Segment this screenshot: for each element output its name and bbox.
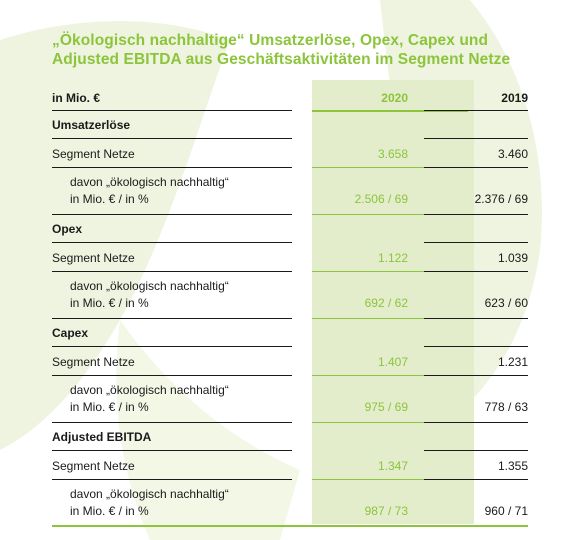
value-2019: 3.460 — [497, 147, 528, 161]
section-heading: Umsatzerlöse — [52, 118, 131, 132]
table-bottom-rule — [52, 525, 528, 527]
row-label-line-2: in Mio. € / in % — [70, 400, 149, 414]
section-heading: Opex — [52, 222, 83, 236]
value-2020: 1.122 — [377, 251, 408, 265]
value-2019: 1.355 — [497, 459, 528, 473]
value-2020: 1.347 — [377, 459, 408, 473]
value-2020: 987 / 73 — [364, 504, 408, 518]
row-label-line-1: davon „ökologisch nachhaltig“ — [70, 279, 229, 293]
value-2019: 623 / 60 — [484, 296, 528, 310]
header-2019: 2019 — [501, 91, 528, 105]
row-label: Segment Netze — [52, 251, 135, 265]
row-label-line-1: davon „ökologisch nachhaltig“ — [70, 383, 229, 397]
row-label-line-2: in Mio. € / in % — [70, 504, 149, 518]
title-line-2: Adjusted EBITDA aus Geschäftsaktivitäten… — [52, 51, 511, 68]
row-label-line-2: in Mio. € / in % — [70, 296, 149, 310]
value-2019: 2.376 / 69 — [474, 192, 528, 206]
header-2020: 2020 — [381, 91, 408, 105]
unit-label: in Mio. € — [52, 91, 100, 105]
value-2020: 3.658 — [377, 147, 408, 161]
value-2019: 960 / 71 — [484, 504, 528, 518]
row-label-line-1: davon „ökologisch nachhaltig“ — [70, 175, 229, 189]
row-label: Segment Netze — [52, 459, 135, 473]
value-2019: 778 / 63 — [484, 400, 528, 414]
row-label-line-1: davon „ökologisch nachhaltig“ — [70, 487, 229, 501]
row-label: Segment Netze — [52, 355, 135, 369]
section-heading: Capex — [52, 326, 89, 340]
value-2020: 1.407 — [377, 355, 408, 369]
section-heading: Adjusted EBITDA — [52, 430, 152, 444]
value-2020: 2.506 / 69 — [354, 192, 408, 206]
page-title: „Ökologisch nachhaltige“ Umsatzerlöse, O… — [52, 31, 528, 69]
value-2019: 1.039 — [497, 251, 528, 265]
row-label: Segment Netze — [52, 147, 135, 161]
value-2019: 1.231 — [497, 355, 528, 369]
value-2020: 692 / 62 — [364, 296, 408, 310]
value-2020: 975 / 69 — [364, 400, 408, 414]
title-line-1: „Ökologisch nachhaltige“ Umsatzerlöse, O… — [52, 32, 489, 49]
row-label-line-2: in Mio. € / in % — [70, 192, 149, 206]
